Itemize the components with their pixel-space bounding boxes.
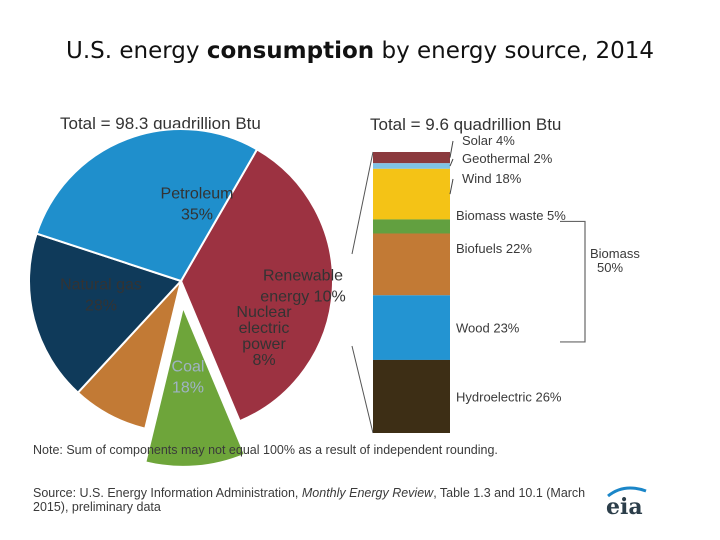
title-emphasis: consumption <box>206 38 375 64</box>
bar-label-wind: Wind 18% <box>462 171 522 186</box>
bar-label-geothermal: Geothermal 2% <box>462 151 553 166</box>
pie-label-line: electric <box>239 320 290 337</box>
eia-logo: eia <box>606 486 647 518</box>
source-text-start: Source: U.S. Energy Information Administ… <box>33 486 302 500</box>
biomass-bracket-line <box>560 220 586 343</box>
energy-source-pie <box>28 128 334 468</box>
leader-line <box>449 178 454 195</box>
pie-label-line: Renewable <box>263 268 343 285</box>
bar-segment-biomass-waste <box>373 219 450 234</box>
bar-segment-hydroelectric <box>373 359 450 433</box>
source-text-end: , Table 1.3 and 10.1 (March 2015), preli… <box>33 486 586 514</box>
bar-label-solar: Solar 4% <box>462 133 515 148</box>
pie-label-natural-gas: Natural gas 28% <box>60 277 142 315</box>
pie-label-line: 35% <box>181 207 213 224</box>
rounding-note: Note: Sum of components may not equal 10… <box>33 443 498 457</box>
title-text-end: by energy source, 2014 <box>374 38 654 64</box>
leader-line <box>449 158 454 167</box>
bar-label-biomass-waste: Biomass waste 5% <box>456 208 566 223</box>
renewable-stacked-bar <box>373 152 450 433</box>
pie-slice-renewable-energy <box>144 303 247 468</box>
title-text-start: U.S. energy <box>65 38 207 64</box>
bar-label-biofuels: Biofuels 22% <box>456 241 532 256</box>
pie-label-line: energy 10% <box>260 289 345 306</box>
bar-segment-geothermal <box>373 163 450 169</box>
biomass-label-name: Biomass <box>590 246 640 261</box>
bar-segment-biofuels <box>373 233 450 296</box>
pie-label-line: Nuclear <box>236 304 292 321</box>
pie-label-line: Petroleum <box>161 186 234 203</box>
biomass-bracket: Biomass 50% <box>560 220 640 343</box>
pie-label-renewable-energy: Renewable energy 10% <box>260 268 345 306</box>
bar-label-hydroelectric: Hydroelectric 26% <box>456 389 562 404</box>
renewable-segment-labels: Solar 4% Geothermal 2% Wind 18% Biomass was… <box>449 133 566 404</box>
pie-label-nuclear-electric-power: Nuclear electric power 8% <box>236 304 292 369</box>
pie-label-line: Natural gas <box>60 277 142 294</box>
pie-label-coal: Coal 18% <box>172 359 205 397</box>
slide-title: U.S. energy consumption by energy source… <box>0 38 720 64</box>
bar-total-title: Total = 9.6 quadrillion Btu <box>370 115 561 134</box>
eia-logo-text: eia <box>606 494 643 518</box>
pie-slice-petroleum <box>179 147 334 423</box>
source-publication: Monthly Energy Review <box>301 486 434 500</box>
pie-label-line: Coal <box>172 359 205 376</box>
pie-label-petroleum: Petroleum 35% <box>161 186 234 224</box>
pie-total-title: Total = 98.3 quadrillion Btu <box>60 114 261 133</box>
pie-slice-labels: Petroleum 35% Renewable energy 10%Nuclear el… <box>60 186 346 397</box>
connector-lines <box>351 151 374 434</box>
bar-segment-wood <box>373 295 450 360</box>
bar-segment-wind <box>373 168 450 220</box>
leader-line <box>449 140 454 158</box>
bar-segment-solar <box>373 152 450 164</box>
pie-label-line: 28% <box>85 298 117 315</box>
pie-label-line: power <box>242 336 286 353</box>
biomass-bracket-label: Biomass 50% <box>590 246 640 275</box>
biomass-label-pct: 50% <box>597 260 623 275</box>
pie-label-line: 18% <box>172 380 204 397</box>
bar-label-wood: Wood 23% <box>456 321 520 336</box>
source-citation: Source: U.S. Energy Information Administ… <box>33 486 603 514</box>
pie-label-line: 8% <box>252 352 275 369</box>
pie-slice-coal <box>28 232 183 395</box>
pie-slice-natural-gas <box>35 128 259 283</box>
